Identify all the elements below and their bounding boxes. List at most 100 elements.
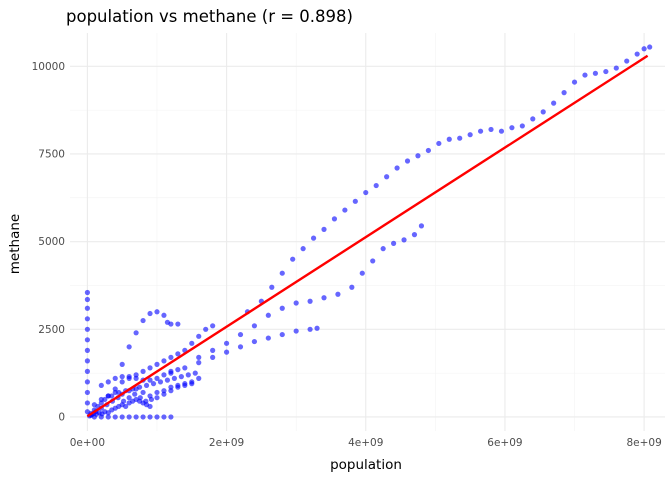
- chart-title: population vs methane (r = 0.898): [66, 7, 353, 26]
- data-point: [196, 360, 202, 366]
- data-point: [105, 393, 111, 399]
- data-point: [551, 100, 557, 106]
- data-point: [613, 65, 619, 71]
- data-point: [154, 389, 160, 396]
- data-point: [331, 216, 338, 222]
- data-point: [210, 347, 216, 353]
- data-point: [279, 331, 285, 338]
- data-point: [467, 132, 473, 138]
- data-point: [133, 375, 139, 381]
- data-point: [147, 310, 153, 317]
- data-point: [161, 312, 167, 318]
- data-point: [168, 368, 174, 374]
- data-point: [321, 226, 327, 232]
- data-point: [634, 51, 640, 57]
- data-point: [105, 410, 111, 416]
- data-point: [161, 372, 167, 378]
- data-point: [105, 414, 111, 420]
- data-point: [418, 223, 425, 229]
- data-point: [196, 354, 202, 360]
- data-point: [265, 335, 271, 341]
- data-point: [84, 337, 90, 343]
- data-point: [279, 270, 285, 276]
- data-point: [91, 402, 97, 408]
- data-point: [624, 58, 630, 64]
- trend-line-layer: [86, 54, 649, 418]
- data-point: [140, 389, 146, 396]
- y-axis-title: methane: [7, 214, 23, 274]
- y-tick-label: 5000: [38, 236, 65, 248]
- data-point: [84, 347, 90, 353]
- data-point: [143, 382, 150, 389]
- data-point: [210, 323, 216, 329]
- data-point: [488, 126, 494, 133]
- data-point: [168, 354, 174, 360]
- data-point: [251, 338, 258, 345]
- data-point: [185, 372, 191, 378]
- data-point: [112, 375, 118, 381]
- data-point: [342, 207, 348, 213]
- data-point: [133, 386, 139, 392]
- data-point: [182, 365, 188, 371]
- data-point: [519, 123, 525, 129]
- data-point: [140, 414, 146, 420]
- data-point: [119, 379, 125, 385]
- data-point: [592, 70, 599, 76]
- data-point: [540, 109, 546, 115]
- data-point: [140, 368, 146, 374]
- data-point: [404, 158, 411, 164]
- data-point: [112, 414, 118, 420]
- data-point: [84, 368, 90, 374]
- data-point: [154, 395, 160, 401]
- y-tick-label: 10000: [32, 61, 65, 73]
- data-point: [84, 316, 90, 322]
- data-point: [133, 414, 139, 420]
- data-point: [84, 379, 90, 385]
- data-point: [105, 379, 111, 385]
- y-tick-label: 0: [58, 411, 65, 423]
- data-point: [349, 284, 355, 290]
- data-point: [189, 381, 195, 387]
- data-point: [189, 340, 195, 346]
- data-point: [126, 395, 132, 401]
- data-point: [251, 323, 258, 329]
- data-point: [411, 232, 418, 238]
- data-point: [126, 344, 132, 350]
- data-point: [391, 240, 397, 246]
- data-point: [175, 384, 181, 390]
- data-point: [147, 365, 153, 371]
- data-point: [161, 358, 167, 364]
- data-point: [126, 414, 132, 420]
- data-point: [150, 381, 157, 387]
- data-point: [154, 375, 160, 381]
- data-point: [147, 414, 153, 420]
- data-point: [157, 379, 164, 385]
- data-point: [98, 396, 104, 403]
- data-point: [119, 374, 125, 380]
- data-point: [210, 354, 216, 360]
- data-point: [373, 182, 379, 189]
- data-point: [293, 300, 299, 306]
- data-point: [380, 246, 386, 252]
- x-tick-label: 8e+09: [626, 437, 661, 449]
- data-point: [168, 414, 174, 420]
- data-point: [647, 44, 653, 50]
- data-point: [161, 391, 167, 397]
- data-point: [171, 375, 177, 381]
- data-point: [168, 321, 174, 327]
- data-point: [192, 370, 198, 376]
- data-point: [415, 153, 421, 159]
- data-point: [175, 321, 181, 327]
- data-point: [237, 331, 244, 338]
- data-point: [352, 198, 358, 204]
- data-point: [321, 295, 327, 301]
- data-point: [582, 72, 588, 78]
- data-point: [84, 296, 90, 303]
- data-point: [147, 403, 153, 410]
- data-point: [148, 396, 155, 403]
- axis-tick-labels: 0e+00 2e+09 4e+09 6e+09 8e+09 0 2500 5000 7500 10…: [32, 61, 662, 449]
- data-point: [98, 382, 104, 389]
- data-point: [175, 367, 181, 373]
- data-point: [182, 382, 188, 389]
